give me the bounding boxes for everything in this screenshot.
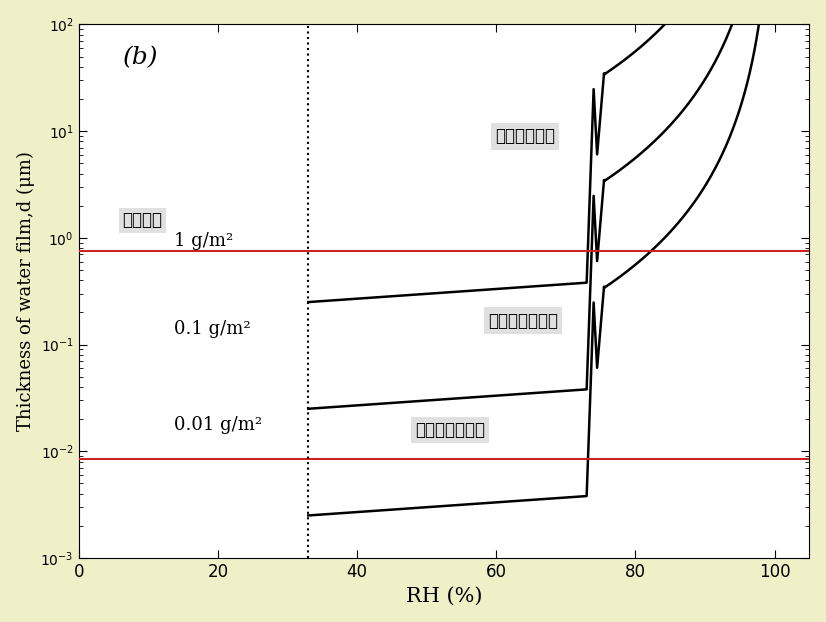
- Text: (b): (b): [122, 46, 158, 69]
- Text: しめり大気腕食: しめり大気腕食: [488, 312, 558, 330]
- Text: 濡れ大気腕食: 濡れ大気腕食: [495, 128, 555, 146]
- X-axis label: RH (%): RH (%): [406, 587, 482, 605]
- Text: 0.1 g/m²: 0.1 g/m²: [173, 320, 250, 338]
- Text: かわき大気腕食: かわき大気腕食: [415, 421, 485, 439]
- Y-axis label: Thickness of water film,d (μm): Thickness of water film,d (μm): [17, 151, 35, 431]
- Text: 0.01 g/m²: 0.01 g/m²: [173, 415, 262, 434]
- Text: 1 g/m²: 1 g/m²: [173, 231, 233, 249]
- Text: 付着塩量: 付着塩量: [122, 211, 163, 229]
